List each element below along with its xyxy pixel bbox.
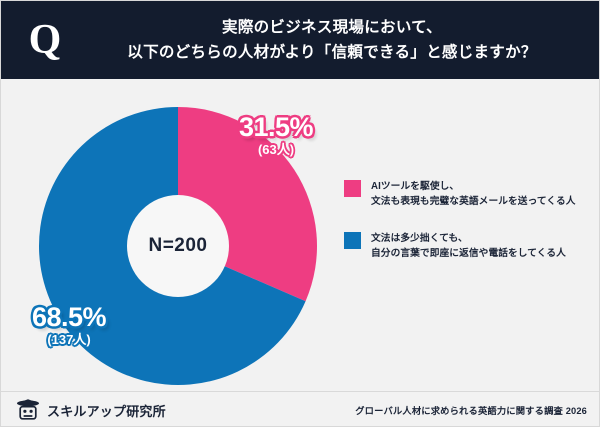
brand-name: スキルアップ研究所 [47,403,166,419]
donut-chart: N=200 [38,106,318,386]
donut-chart-svg [39,107,318,385]
chart-body: N=200 31.5% (63人) 68.5% (137人) AIツールを駆使し… [1,79,599,389]
question-title-line-1: 実際のビジネス現場において、 [222,19,442,36]
chart-legend: AIツールを駆使し、 文法も表現も完璧な英語メールを送ってくる人 文法は多少拙く… [344,179,592,283]
brand-logo[interactable]: スキルアップ研究所 [15,397,166,423]
legend-item-blue[interactable]: 文法は多少拙くても、 自分の言葉で即座に返信や電話をしてくる人 [344,231,592,261]
legend-item-pink[interactable]: AIツールを駆使し、 文法も表現も完璧な英語メールを送ってくる人 [344,179,592,209]
legend-label-blue-line-2: 自分の言葉で即座に返信や電話をしてくる人 [371,248,566,259]
question-title-line-2: 以下のどちらの人材がより「信頼できる」と感じますか？ [127,44,537,61]
question-header: Q 実際のビジネス現場において、 以下のどちらの人材がより「信頼できる」と感じま… [1,1,599,79]
survey-caption: グローバル人材に求められる英語力に関する調査 2026 [355,406,587,416]
legend-label-blue: 文法は多少拙くても、 自分の言葉で即座に返信や電話をしてくる人 [371,231,566,261]
legend-swatch-blue-icon [344,232,361,249]
legend-label-blue-line-1: 文法は多少拙くても、 [371,233,468,244]
legend-label-pink-line-1: AIツールを駆使し、 [371,181,460,192]
question-title: 実際のビジネス現場において、 以下のどちらの人材がより「信頼できる」と感じますか… [81,15,583,65]
legend-label-pink-line-2: 文法も表現も完璧な英語メールを送ってくる人 [371,196,576,207]
poster-footer: スキルアップ研究所 グローバル人材に求められる英語力に関する調査 2026 [1,391,599,426]
donut-center-hole [127,195,229,297]
question-badge: Q [28,17,62,63]
graduation-cap-icon [17,399,39,420]
legend-swatch-pink-icon [344,180,361,197]
legend-label-pink: AIツールを駆使し、 文法も表現も完璧な英語メールを送ってくる人 [371,179,576,209]
